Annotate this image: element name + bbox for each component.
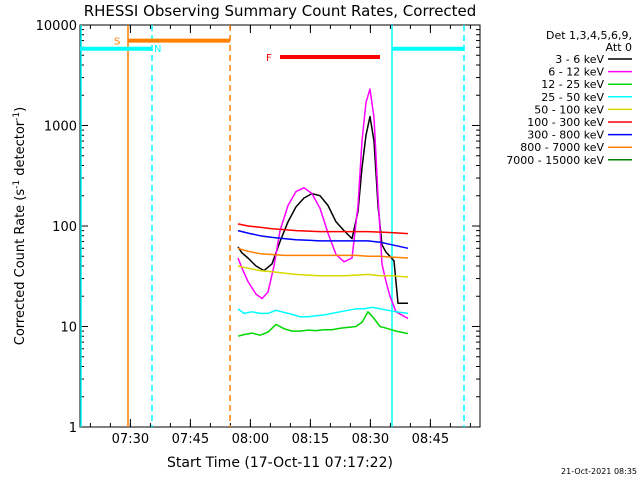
flag-label: N [154, 44, 161, 55]
series-line [237, 265, 409, 278]
y-axis-label-superscript: -1 [12, 112, 22, 121]
legend-label: 50 - 100 keV [534, 103, 604, 116]
series-lines [237, 88, 409, 337]
series-line [237, 306, 409, 318]
y-tick-label: 100 [52, 220, 77, 235]
x-axis-label: Start Time (17-Oct-11 07:17:22) [167, 455, 393, 471]
x-tick-label: 08:30 [352, 432, 389, 447]
plot-frame [79, 24, 481, 428]
series-line [237, 223, 409, 235]
y-axis-label: Corrected Count Rate (s-1 detector-1) [12, 107, 28, 345]
chart-title: RHESSI Observing Summary Count Rates, Co… [84, 2, 477, 20]
series-line [237, 311, 409, 337]
series-line [237, 88, 409, 320]
y-axis-label-part: detector [13, 120, 28, 180]
x-tick-label: 07:30 [112, 432, 149, 447]
legend-label: 7000 - 15000 keV [506, 154, 604, 167]
y-tick-label: 10000 [36, 19, 77, 34]
y-tick-label: 1 [69, 421, 77, 436]
y-tick-label: 1000 [44, 120, 77, 135]
legend-label: 800 - 7000 keV [520, 141, 604, 154]
footer-timestamp: 21-Oct-2021 08:35 [561, 467, 637, 476]
legend-label: 6 - 12 keV [548, 66, 604, 79]
y-axis-label-superscript: -1 [12, 180, 22, 189]
legend-header-detectors: Det 1,3,4,5,6,9, [546, 29, 632, 42]
vertical-markers [80, 25, 465, 427]
legend-label: 25 - 50 keV [541, 91, 604, 104]
y-axis-label-part: Corrected Count Rate (s [13, 189, 28, 346]
y-axis-label-part: ) [13, 107, 28, 112]
flag-label: S [114, 37, 120, 48]
series-line [237, 229, 409, 250]
y-tick-label: 10 [60, 321, 77, 336]
axis-ticks [80, 24, 480, 428]
legend-label: 300 - 800 keV [527, 129, 604, 142]
legend-header-attenuator: Att 0 [606, 41, 632, 54]
legend-label: 12 - 25 keV [541, 78, 604, 91]
flag-label: F [266, 53, 272, 64]
legend-label: 3 - 6 keV [555, 53, 604, 66]
tick-labels: 1 10 100 1000 10000 07:30 07:45 08:00 08:15 08:30… [36, 19, 449, 447]
x-tick-label: 08:00 [232, 432, 269, 447]
flag-bars: S N F [80, 37, 464, 64]
x-tick-label: 08:15 [292, 432, 329, 447]
x-tick-label: 08:45 [412, 432, 449, 447]
legend-label: 100 - 300 keV [527, 116, 604, 129]
series-line [237, 247, 409, 259]
x-tick-label: 07:45 [172, 432, 209, 447]
